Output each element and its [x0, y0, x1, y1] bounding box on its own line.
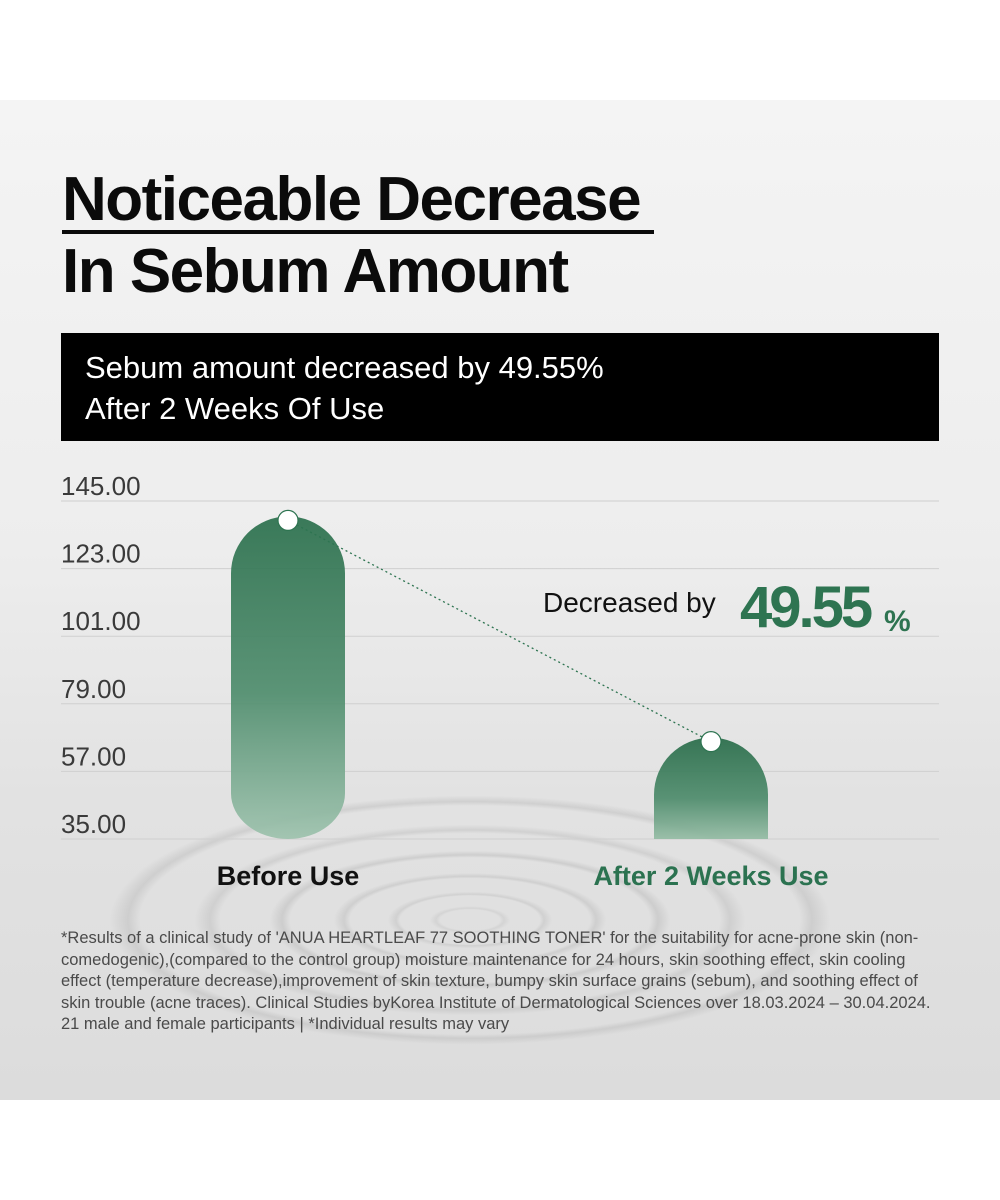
result-banner: Sebum amount decreased by 49.55% After 2… — [61, 333, 939, 441]
page-title: Noticeable Decrease In Sebum Amount — [62, 166, 655, 306]
bar-marker-1 — [700, 731, 722, 753]
footnote: *Results of a clinical study of 'ANUA HE… — [61, 929, 931, 1033]
trend-connector-line — [287, 519, 712, 743]
banner-line-2: After 2 Weeks Of Use — [85, 391, 385, 426]
decrease-value: 49.55 — [740, 575, 873, 640]
bar-after-2-weeks — [654, 737, 768, 839]
content-panel: Noticeable Decrease In Sebum Amount Sebu… — [0, 100, 1000, 1100]
sebum-bar-chart: 145.00 123.00 101.00 79.00 57.00 35.00 Before… — [61, 471, 939, 891]
title-line-1: Noticeable Decrease — [62, 169, 655, 234]
decrease-label: Decreased by — [543, 587, 716, 618]
y-tick-label-3: 79.00 — [61, 674, 126, 704]
bar-before-use — [231, 516, 345, 839]
category-label-0: Before Use — [217, 861, 360, 891]
y-tick-label-5: 35.00 — [61, 809, 126, 839]
title-line-2: In Sebum Amount — [62, 237, 569, 306]
banner-line-1: Sebum amount decreased by 49.55% — [85, 350, 604, 385]
y-tick-label-2: 101.00 — [61, 606, 141, 636]
y-tick-label-1: 123.00 — [61, 539, 141, 569]
banner-text: Sebum amount decreased by 49.55% After 2… — [85, 347, 604, 429]
category-label-1: After 2 Weeks Use — [593, 861, 828, 891]
decrease-unit: % — [884, 605, 911, 638]
bar-marker-0 — [277, 509, 299, 531]
y-tick-label-4: 57.00 — [61, 741, 126, 771]
y-tick-label-0: 145.00 — [61, 471, 141, 501]
